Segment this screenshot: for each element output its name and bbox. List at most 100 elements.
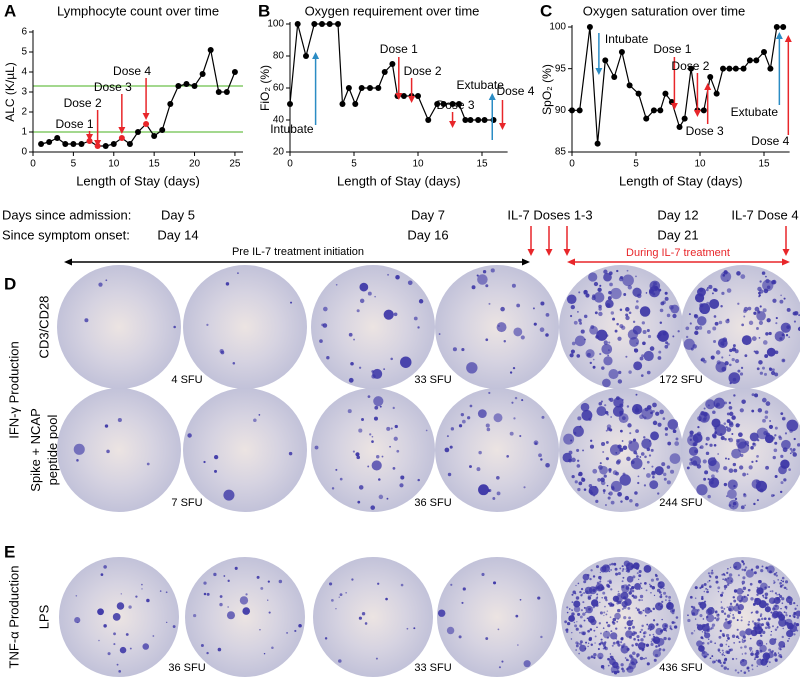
spot: [632, 625, 635, 629]
y-tick-label: 3: [21, 87, 27, 98]
spot: [478, 484, 489, 496]
spot: [767, 651, 774, 659]
spot: [638, 598, 641, 602]
spot: [485, 423, 490, 428]
spot: [778, 435, 782, 439]
spot: [710, 355, 715, 360]
spot: [359, 282, 369, 292]
well-plate: [311, 388, 435, 512]
spot: [702, 417, 707, 422]
spot: [624, 598, 632, 606]
spot: [575, 627, 579, 631]
x-tick-label: 5: [633, 159, 639, 170]
spot: [741, 638, 744, 641]
spot: [466, 362, 478, 374]
data-point: [303, 53, 309, 59]
dose-label: IL-7 Dose 4: [731, 207, 798, 222]
spot: [615, 641, 620, 645]
annotation-arrow-head: [704, 83, 712, 90]
spot: [602, 378, 611, 388]
spot: [725, 426, 728, 429]
spot: [321, 323, 324, 327]
annotation-arrow: [86, 131, 94, 141]
spot: [626, 456, 631, 462]
spot: [540, 301, 545, 306]
spot: [493, 581, 497, 585]
data-point: [767, 65, 774, 72]
spot: [721, 591, 724, 594]
spot: [461, 347, 465, 352]
spot: [600, 587, 604, 590]
spot: [606, 484, 609, 487]
spot: [703, 583, 707, 586]
spot: [713, 443, 717, 447]
spot: [754, 622, 762, 630]
spot: [577, 642, 580, 645]
spot: [568, 608, 571, 610]
spot: [697, 426, 700, 429]
spot: [605, 457, 609, 461]
spot: [612, 661, 619, 669]
spot: [737, 369, 741, 373]
spot: [732, 344, 736, 348]
spot: [620, 591, 629, 600]
spot: [646, 328, 650, 333]
spot: [580, 402, 590, 412]
spot: [314, 445, 319, 450]
spot: [615, 572, 619, 576]
spot: [625, 570, 628, 572]
spot: [778, 593, 781, 596]
spot: [744, 566, 748, 569]
spot: [721, 632, 725, 636]
spot: [748, 320, 754, 326]
spot: [377, 582, 380, 585]
spot: [725, 643, 728, 646]
spot: [723, 270, 728, 275]
spot: [754, 306, 760, 312]
spot: [471, 285, 476, 290]
spot: [652, 402, 657, 408]
spot: [723, 584, 728, 589]
spot: [590, 594, 593, 597]
spot: [656, 334, 661, 339]
spot: [609, 653, 612, 655]
spot: [694, 586, 698, 590]
data-point: [62, 141, 69, 147]
spot: [571, 612, 575, 616]
spot: [469, 404, 473, 408]
spot: [780, 322, 791, 333]
spot: [711, 292, 714, 295]
spot: [586, 352, 591, 357]
spot: [655, 411, 660, 416]
spot: [117, 417, 122, 423]
spot: [582, 612, 586, 616]
spot: [469, 465, 472, 469]
spot: [713, 315, 717, 318]
spot: [778, 618, 787, 627]
spot: [744, 645, 747, 649]
spot: [173, 325, 176, 329]
spot: [694, 618, 697, 620]
spot: [603, 611, 606, 614]
spot: [748, 465, 753, 470]
spot: [756, 593, 759, 597]
spot: [624, 657, 627, 659]
spot: [580, 609, 583, 612]
spot: [361, 418, 364, 421]
spot: [655, 645, 658, 648]
spot: [724, 618, 728, 621]
spot: [113, 643, 116, 646]
spot: [608, 491, 613, 496]
spot: [760, 613, 763, 616]
spot: [702, 618, 705, 620]
y-tick-label: 100: [267, 19, 284, 30]
spot: [646, 460, 650, 464]
spot: [621, 580, 624, 583]
spot: [577, 416, 582, 421]
x-axis-label: Length of Stay (days): [337, 173, 461, 188]
spot: [242, 607, 251, 615]
spot: [703, 477, 707, 481]
spot: [371, 460, 382, 471]
data-point: [761, 49, 767, 55]
spot: [709, 640, 713, 644]
